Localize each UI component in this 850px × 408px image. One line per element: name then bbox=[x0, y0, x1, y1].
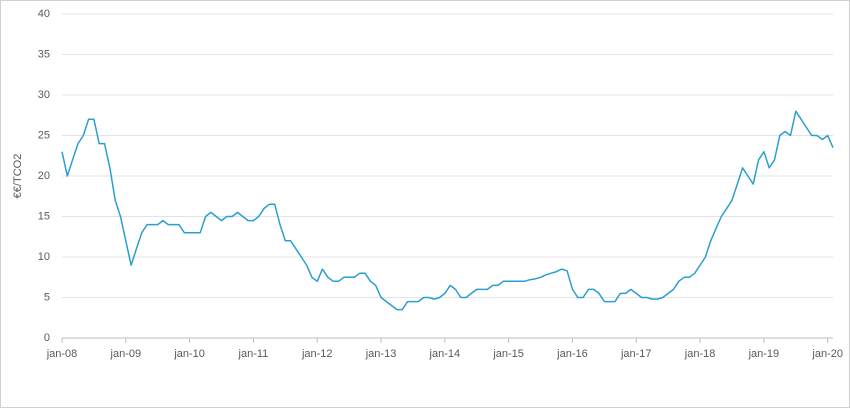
x-tick-label: jan-17 bbox=[620, 348, 652, 360]
price-line bbox=[61, 110, 834, 311]
x-tick-label: jan-20 bbox=[811, 348, 843, 360]
x-tick-label: jan-15 bbox=[492, 348, 524, 360]
y-tick-label: 5 bbox=[44, 291, 50, 303]
x-tick-label: jan-10 bbox=[173, 348, 205, 360]
x-tick-label: jan-19 bbox=[748, 348, 780, 360]
y-tick-label: 35 bbox=[38, 48, 50, 60]
y-axis-label: €€/TCO2 bbox=[12, 154, 24, 199]
x-tick-label: jan-14 bbox=[429, 348, 461, 360]
y-tick-label: 25 bbox=[38, 129, 50, 141]
x-tick-label: jan-08 bbox=[46, 348, 78, 360]
x-tick-label: jan-09 bbox=[110, 348, 142, 360]
y-tick-label: 20 bbox=[38, 170, 50, 182]
x-tick-label: jan-16 bbox=[556, 348, 588, 360]
y-tick-label: 30 bbox=[38, 89, 50, 101]
y-tick-label: 15 bbox=[38, 210, 50, 222]
y-tick-label: 10 bbox=[38, 251, 50, 263]
y-tick-label: 0 bbox=[44, 332, 50, 344]
y-tick-label: 40 bbox=[38, 8, 50, 20]
x-tick-label: jan-12 bbox=[301, 348, 333, 360]
x-tick-label: jan-11 bbox=[238, 348, 269, 360]
x-tick-label: jan-18 bbox=[684, 348, 716, 360]
x-tick-label: jan-13 bbox=[365, 348, 397, 360]
